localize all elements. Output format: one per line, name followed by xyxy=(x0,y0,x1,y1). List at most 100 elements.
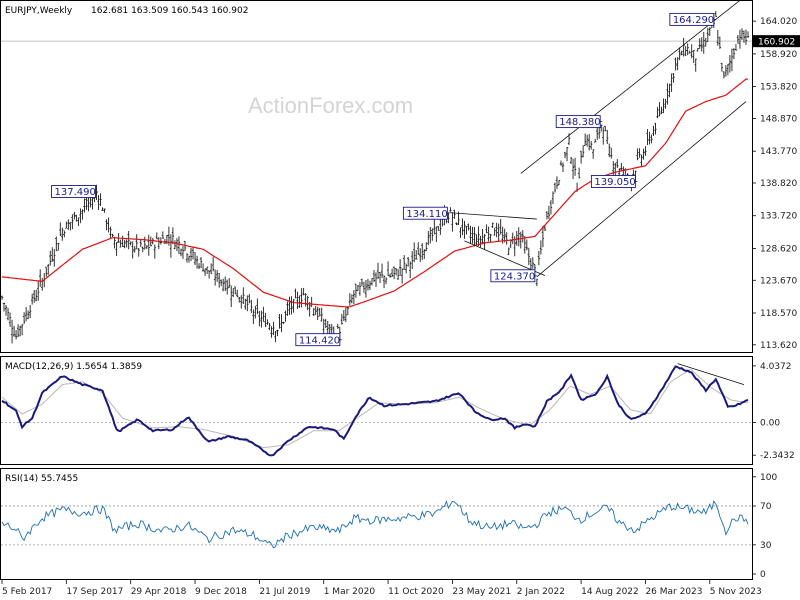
price-bar xyxy=(314,305,317,315)
price-bar xyxy=(6,307,10,321)
price-bar xyxy=(236,289,239,298)
price-bar xyxy=(318,307,321,317)
price-bar xyxy=(493,227,496,236)
price-bar xyxy=(670,73,673,93)
price-bar xyxy=(608,143,611,158)
price-bar xyxy=(63,230,66,238)
price-bar xyxy=(242,287,245,304)
price-axis-label: 113.620 xyxy=(760,341,797,351)
price-callout: 148.380 xyxy=(555,115,603,128)
price-bar xyxy=(696,48,699,52)
price-bar xyxy=(535,278,539,287)
price-bar xyxy=(103,208,106,213)
price-bar xyxy=(336,323,340,329)
price-bar xyxy=(370,278,374,286)
price-bar xyxy=(352,290,356,305)
price-bar xyxy=(211,256,215,272)
price-bar xyxy=(362,281,366,293)
price-bar xyxy=(57,242,60,251)
price-bar xyxy=(344,307,348,323)
price-bar xyxy=(32,289,36,303)
price-bar xyxy=(137,247,140,257)
price-bar xyxy=(219,279,223,287)
price-bar xyxy=(398,259,402,276)
price-bar xyxy=(36,280,40,301)
price-bar xyxy=(410,251,414,270)
price-bar xyxy=(521,230,524,243)
price-bar xyxy=(34,289,38,302)
price-bar xyxy=(378,272,382,283)
price-callout: 134.110 xyxy=(402,206,450,220)
price-callout: 124.370 xyxy=(490,269,537,282)
time-axis-label: 1 Mar 2020 xyxy=(324,587,376,597)
price-bar xyxy=(302,287,305,296)
price-bar xyxy=(217,273,221,288)
price-bar xyxy=(573,157,577,176)
price-bar xyxy=(55,236,58,252)
price-bar xyxy=(226,279,229,295)
time-axis-label: 5 Feb 2017 xyxy=(2,587,52,597)
price-bar xyxy=(139,239,142,247)
price-bar xyxy=(288,296,291,315)
price-bar xyxy=(213,269,217,286)
price-bar xyxy=(268,322,271,331)
macd-axis-label: 0.00 xyxy=(760,418,780,428)
price-bar xyxy=(517,227,520,247)
price-bar xyxy=(569,156,573,165)
price-bar xyxy=(177,236,181,254)
price-bar xyxy=(415,250,418,260)
macd-title: MACD(12,26,9) 1.5654 1.3859 xyxy=(5,362,142,372)
price-bar xyxy=(135,234,138,250)
price-panel-frame xyxy=(0,0,753,353)
price-bar xyxy=(714,10,718,18)
price-bar xyxy=(549,200,553,215)
price-annotations: 137.490 114.420 134.110 124.370 148.380 139.0… xyxy=(51,12,716,346)
time-axis-label: 26 Mar 2023 xyxy=(645,587,702,597)
price-bar xyxy=(738,29,742,49)
price-bar xyxy=(83,198,86,213)
price-axis-label: 158.920 xyxy=(760,50,797,60)
price-bar xyxy=(262,306,265,322)
price-callout-label: 148.380 xyxy=(559,117,600,128)
price-bar xyxy=(354,283,358,298)
price-bar xyxy=(638,148,641,158)
price-bar xyxy=(223,276,227,292)
macd-line xyxy=(1,365,749,457)
price-bar xyxy=(368,280,372,290)
triangle-trendline xyxy=(449,212,537,220)
price-bar xyxy=(610,147,613,159)
price-bar xyxy=(290,296,293,315)
price-bar xyxy=(123,239,126,249)
price-bar xyxy=(716,29,720,46)
price-bar xyxy=(65,221,68,229)
price-bar xyxy=(459,227,462,238)
price-bar xyxy=(662,98,665,114)
price-bar xyxy=(169,234,173,258)
price-bar xyxy=(67,219,70,230)
price-bar xyxy=(726,63,730,76)
price-callout-box xyxy=(51,185,96,198)
price-bar xyxy=(195,255,199,269)
price-bar xyxy=(350,294,354,304)
time-axis-label: 9 Dec 2018 xyxy=(195,587,247,597)
rsi-axis-label: 30 xyxy=(760,541,772,551)
price-bar xyxy=(248,294,251,304)
price-bar xyxy=(565,146,569,162)
macd-axis: 4.0372 0.00 -2.3432 xyxy=(752,362,795,461)
price-bar xyxy=(193,252,197,266)
price-bar xyxy=(14,330,18,340)
macd-divergence-trendline xyxy=(677,363,745,385)
price-bar xyxy=(77,217,80,226)
price-bar xyxy=(121,235,124,248)
price-bar xyxy=(736,34,740,44)
price-bar xyxy=(384,277,388,285)
price-bar xyxy=(380,263,384,279)
price-bar xyxy=(199,257,203,269)
price-bar xyxy=(485,224,488,234)
price-bar xyxy=(99,193,102,206)
price-bar xyxy=(284,310,287,322)
price-bar xyxy=(413,242,416,263)
price-bar xyxy=(4,304,8,316)
price-bar xyxy=(113,236,116,249)
price-bar xyxy=(720,62,724,72)
